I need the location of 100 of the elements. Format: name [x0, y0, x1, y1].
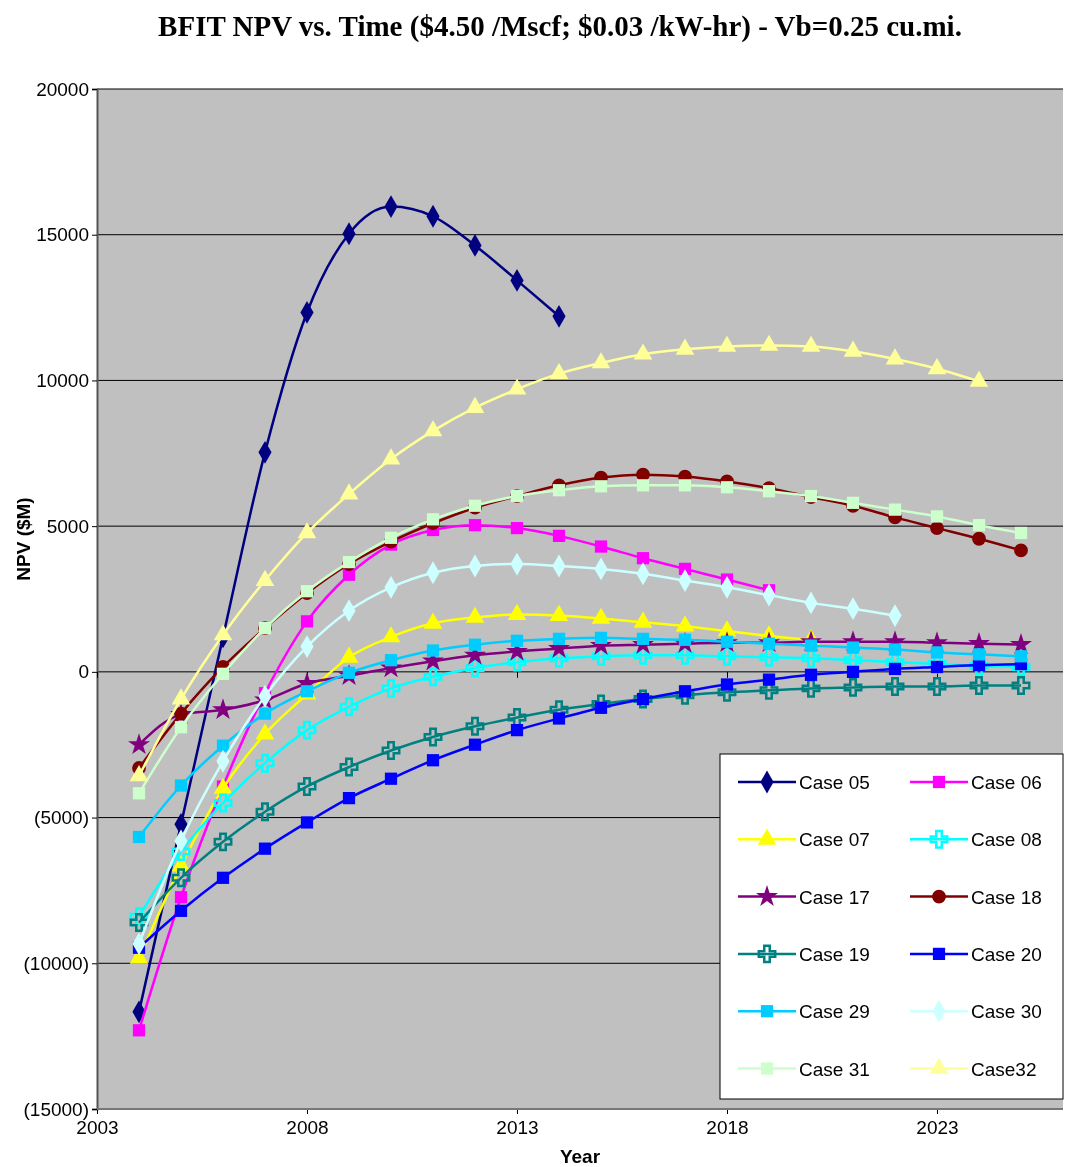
y-tick-label: (5000) — [34, 807, 89, 829]
point — [552, 484, 566, 497]
x-tick-label: 2008 — [286, 1117, 329, 1139]
point — [762, 673, 776, 686]
point — [174, 721, 188, 734]
point — [423, 667, 443, 687]
point — [468, 738, 482, 751]
point — [212, 698, 234, 720]
point — [128, 733, 150, 755]
point — [132, 787, 146, 800]
point — [423, 727, 443, 747]
point — [339, 757, 359, 777]
point — [594, 480, 608, 493]
point — [762, 485, 776, 498]
point — [342, 792, 356, 805]
point — [426, 513, 440, 526]
point — [720, 678, 734, 691]
legend-label: Case 05 — [799, 772, 870, 793]
x-tick-label: 2013 — [496, 1117, 539, 1139]
point — [759, 647, 779, 667]
point — [552, 529, 566, 542]
point — [972, 519, 986, 532]
point — [216, 667, 230, 680]
point — [381, 678, 401, 698]
point — [846, 665, 860, 678]
point — [972, 531, 986, 546]
point — [969, 676, 989, 695]
x-tick-label: 2023 — [916, 1117, 959, 1139]
y-tick-label: 5000 — [46, 515, 89, 537]
point — [216, 739, 230, 752]
point — [258, 707, 272, 720]
x-axis-title: Year — [559, 1146, 601, 1167]
point — [930, 510, 944, 523]
point — [1014, 650, 1028, 663]
point — [297, 777, 317, 796]
point — [1014, 526, 1028, 540]
point — [171, 868, 191, 888]
legend-label: Case32 — [971, 1058, 1037, 1080]
point — [846, 496, 860, 509]
point — [927, 676, 947, 696]
y-axis-title: NPV ($M) — [13, 497, 34, 581]
y-tick-label: 15000 — [36, 224, 89, 246]
point — [1011, 676, 1031, 695]
point — [510, 634, 524, 647]
point — [300, 816, 314, 829]
legend-label: Case 07 — [799, 829, 870, 851]
point — [384, 772, 398, 785]
point — [801, 678, 821, 698]
legend-label: Case 17 — [799, 886, 870, 908]
point — [930, 646, 944, 659]
point — [1014, 543, 1028, 558]
point — [213, 793, 233, 813]
point — [636, 552, 650, 565]
point — [717, 646, 737, 666]
point — [888, 662, 902, 676]
point — [174, 891, 188, 904]
point — [930, 521, 944, 535]
point — [174, 904, 188, 917]
point — [297, 720, 317, 740]
legend-label: Case 06 — [971, 772, 1042, 793]
legend-label: Case 18 — [971, 886, 1042, 908]
point — [132, 1024, 146, 1037]
point — [426, 644, 440, 657]
point — [594, 631, 608, 644]
point — [465, 716, 485, 736]
point — [636, 632, 650, 645]
point — [678, 479, 692, 492]
point — [258, 842, 272, 855]
point — [636, 479, 650, 492]
point — [468, 638, 482, 651]
y-tick-label: (15000) — [23, 1098, 89, 1120]
point — [843, 677, 863, 697]
point — [384, 654, 398, 667]
legend-label: Case 08 — [971, 829, 1042, 851]
y-tick-label: 10000 — [36, 370, 89, 392]
point — [255, 753, 275, 773]
point — [465, 658, 485, 678]
legend-label: Case 20 — [971, 943, 1042, 965]
point — [213, 832, 233, 852]
point — [300, 615, 314, 628]
point — [381, 741, 401, 761]
point — [132, 830, 146, 844]
point — [339, 697, 359, 717]
point — [507, 708, 527, 727]
point — [384, 531, 398, 544]
point — [720, 481, 734, 494]
point — [888, 643, 902, 656]
legend-label: Case 19 — [799, 943, 870, 965]
point — [426, 754, 440, 767]
legend-label: Case 29 — [799, 1001, 870, 1023]
point — [804, 668, 818, 681]
point — [510, 521, 524, 535]
x-tick-label: 2018 — [706, 1117, 749, 1139]
y-tick-label: 20000 — [36, 78, 89, 100]
y-tick-label: (10000) — [23, 952, 89, 974]
point — [510, 724, 524, 737]
chart-title: BFIT NPV vs. Time ($4.50 /Mscf; $0.03 /kW-hr) - Vb=0.25 cu.mi. — [158, 10, 962, 43]
point — [888, 503, 902, 516]
point — [972, 648, 986, 661]
point — [255, 802, 275, 822]
